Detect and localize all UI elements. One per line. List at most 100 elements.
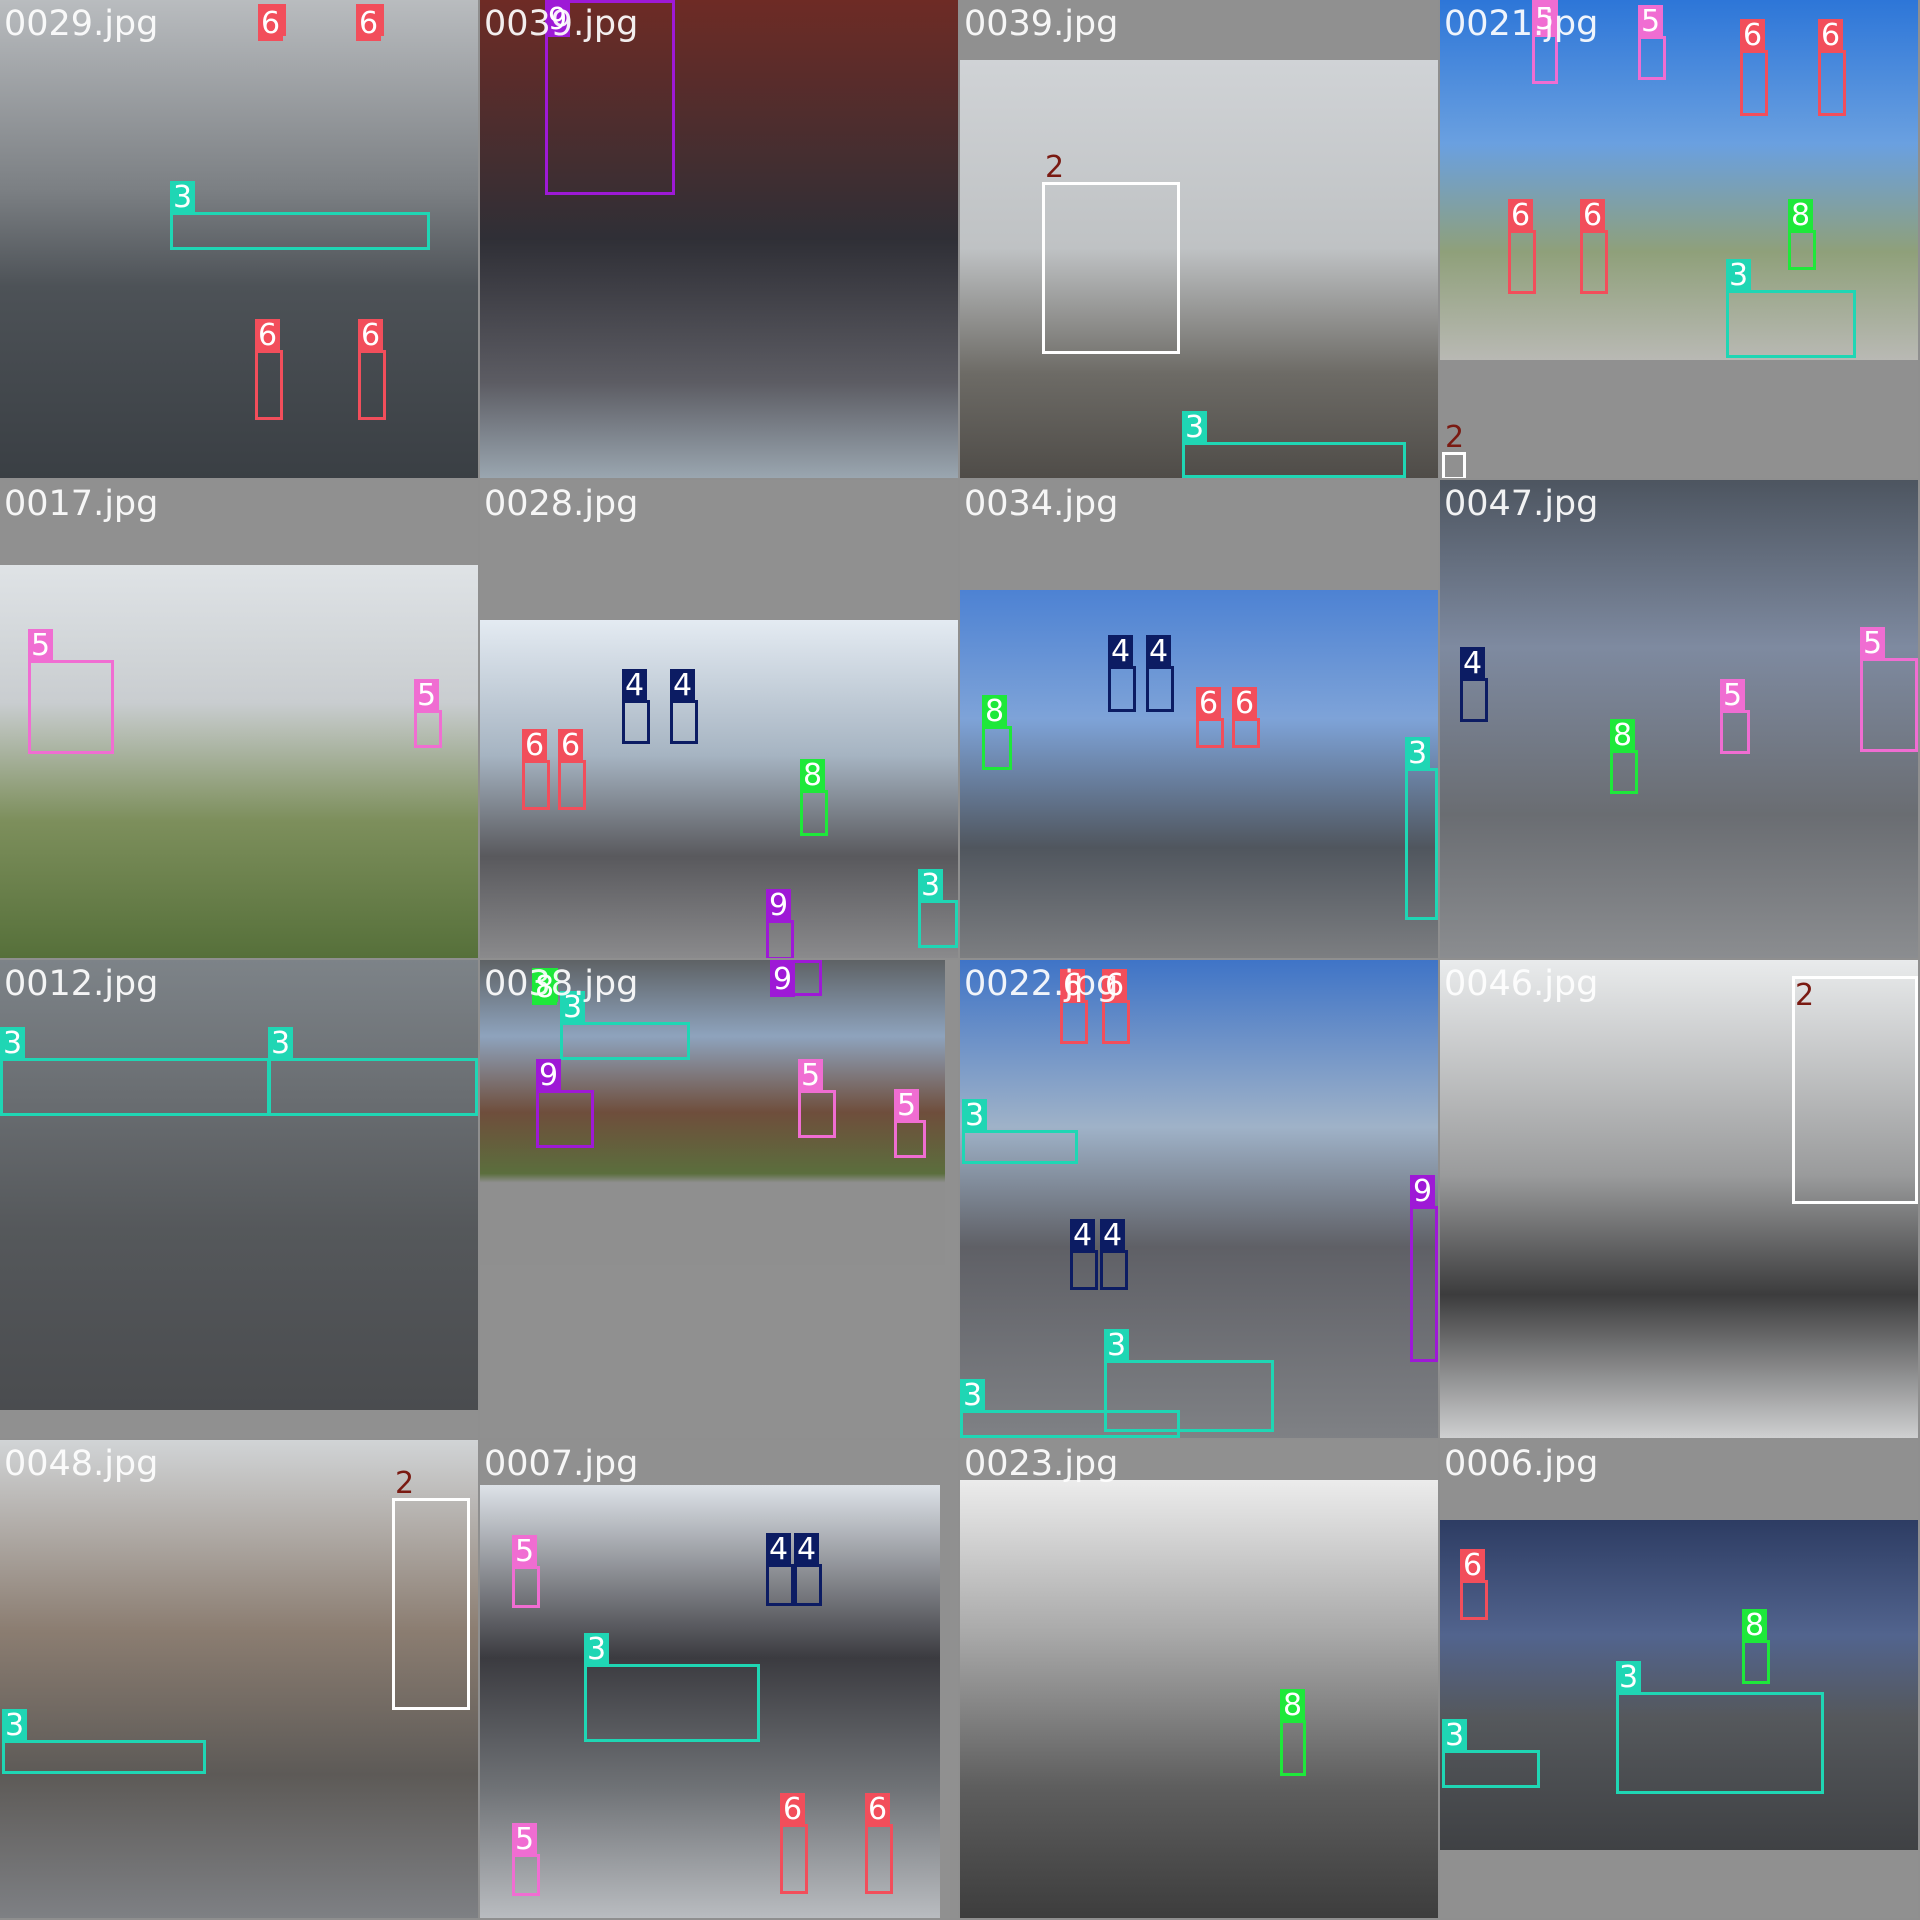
- class-label: 8: [1788, 199, 1814, 233]
- mosaic-tile: 6 6 3 6 6 0029.jpg: [0, 0, 478, 478]
- class-label: 8: [800, 759, 826, 793]
- tile-filename: 0017.jpg: [4, 484, 159, 524]
- crosswalk-bounding-box: 3: [1726, 259, 1856, 358]
- pedestrian-signal-bounding-box: 8: [532, 968, 558, 1005]
- street-photo: [0, 1440, 478, 1918]
- street-photo: [960, 1480, 1438, 1918]
- street-photo: [0, 0, 478, 478]
- class-label: 2: [1795, 978, 1815, 1013]
- class-label: 3: [960, 1379, 986, 1413]
- street-photo: [0, 565, 478, 958]
- crosswalk-bounding-box: 3: [962, 1099, 1078, 1164]
- street-photo: [960, 590, 1438, 958]
- class-label: 3: [1616, 1661, 1642, 1695]
- walk-signal-bounding-box: 4: [1146, 635, 1174, 712]
- class-label: 5: [28, 629, 54, 663]
- stop-sign-bounding-box: 9: [1410, 1175, 1438, 1362]
- class-label: 5: [1638, 5, 1664, 39]
- mosaic-tile: 6 6 3 4 4 9 3 3 0022.jpg: [960, 960, 1438, 1438]
- class-label: 3: [1405, 737, 1431, 771]
- traffic-light-bounding-box: 6: [258, 4, 286, 41]
- street-photo: [1440, 1520, 1918, 1850]
- walk-signal-bounding-box: 4: [794, 1533, 822, 1606]
- crosswalk-bounding-box: 3: [584, 1633, 760, 1742]
- traffic-light-bounding-box: 6: [1818, 19, 1846, 116]
- traffic-light-bounding-box: 6: [1232, 687, 1260, 748]
- traffic-light-bounding-box: 6: [1196, 687, 1224, 748]
- crosswalk-bounding-box: 3: [0, 1027, 270, 1116]
- walk-signal-bounding-box: 4: [1100, 1219, 1128, 1290]
- mosaic-tile: 5 5 0017.jpg: [0, 480, 478, 958]
- class-label: 6: [1580, 199, 1606, 233]
- class-label: 5: [894, 1089, 920, 1123]
- pedestrian-sign-bounding-box: 2: [1442, 421, 1466, 478]
- walk-signal-bounding-box: 4: [670, 669, 698, 744]
- pedestrian-sign-bounding-box: 2: [1042, 151, 1180, 354]
- mosaic-tile: 5 4 4 3 5 6 6 0007.jpg: [480, 1440, 958, 1918]
- do-not-enter-bounding-box: 5: [512, 1823, 540, 1896]
- pedestrian-signal-bounding-box: 8: [1788, 199, 1816, 270]
- pedestrian-signal-bounding-box: 8: [800, 759, 828, 836]
- class-label: 4: [766, 1533, 792, 1567]
- crosswalk-bounding-box: 3: [960, 1379, 1180, 1438]
- tile-filename: 0022.jpg: [964, 964, 1119, 1004]
- walk-signal-bounding-box: 4: [1460, 647, 1488, 722]
- street-photo: [480, 1485, 940, 1918]
- class-label: 6: [1818, 19, 1844, 53]
- traffic-light-bounding-box: 6: [522, 729, 550, 810]
- tile-filename: 0038.jpg: [484, 964, 639, 1004]
- walk-signal-bounding-box: 4: [622, 669, 650, 744]
- class-label: 8: [532, 971, 558, 1005]
- street-photo: [0, 960, 478, 1410]
- class-label: 9: [766, 889, 792, 923]
- street-photo: [480, 0, 958, 478]
- class-label: 3: [560, 991, 586, 1025]
- mosaic-tile: 2 0046.jpg: [1440, 960, 1918, 1438]
- pedestrian-signal-bounding-box: 8: [1742, 1609, 1770, 1684]
- crosswalk-bounding-box: 3: [1442, 1719, 1540, 1788]
- street-photo: [480, 620, 958, 958]
- class-label: 6: [522, 729, 548, 763]
- mosaic-tile: 4 8 5 5 0047.jpg: [1440, 480, 1918, 958]
- class-label: 6: [1232, 687, 1258, 721]
- mosaic-tile: 8 0023.jpg: [960, 1440, 1438, 1918]
- mosaic-tile: 8 3 9 9 5 5 0038.jpg: [480, 960, 958, 1438]
- class-label: 4: [1146, 635, 1172, 669]
- mosaic-tile: 5 5 6 6 6 6 8 3 2 0021.jpg: [1440, 0, 1918, 478]
- traffic-light-bounding-box: 6: [865, 1793, 893, 1894]
- mosaic-tile: 2 3 0039.jpg: [960, 0, 1438, 478]
- do-not-enter-bounding-box: 5: [28, 629, 114, 754]
- mosaic-tile: 9 0039.jpg: [480, 0, 958, 478]
- class-label: 4: [622, 669, 648, 703]
- do-not-enter-bounding-box: 5: [1532, 0, 1558, 84]
- class-label: 6: [1460, 1549, 1486, 1583]
- tile-filename: 0047.jpg: [1444, 484, 1599, 524]
- class-label: 6: [356, 7, 382, 41]
- mosaic-tile: 4 4 6 6 8 3 9 0028.jpg: [480, 480, 958, 958]
- tile-filename: 0028.jpg: [484, 484, 639, 524]
- do-not-enter-bounding-box: 5: [414, 679, 442, 748]
- stop-sign-bounding-box: 9: [536, 1059, 594, 1148]
- street-photo: [480, 960, 945, 1265]
- tile-filename: 0048.jpg: [4, 1444, 159, 1484]
- class-label: 5: [512, 1823, 538, 1857]
- class-label: 5: [1532, 3, 1558, 37]
- class-label: 6: [255, 319, 281, 353]
- mosaic-tile: 4 4 8 6 6 3 0034.jpg: [960, 480, 1438, 958]
- pedestrian-signal-bounding-box: 8: [982, 695, 1012, 770]
- crosswalk-bounding-box: 3: [268, 1027, 478, 1116]
- class-label: 4: [1460, 647, 1486, 681]
- class-label: 3: [1182, 411, 1208, 445]
- class-label: 9: [1410, 1175, 1436, 1209]
- class-label: 3: [1726, 259, 1752, 293]
- class-label: 4: [670, 669, 696, 703]
- mosaic-tile: 2 3 0048.jpg: [0, 1440, 478, 1918]
- street-photo: [1440, 480, 1918, 958]
- tile-filename: 0006.jpg: [1444, 1444, 1599, 1484]
- class-label: 3: [1104, 1329, 1130, 1363]
- street-photo: [1440, 0, 1918, 360]
- class-label: 6: [558, 729, 584, 763]
- class-label: 3: [170, 181, 196, 215]
- street-photo: [960, 960, 1438, 1438]
- stop-sign-bounding-box: 9: [766, 889, 794, 958]
